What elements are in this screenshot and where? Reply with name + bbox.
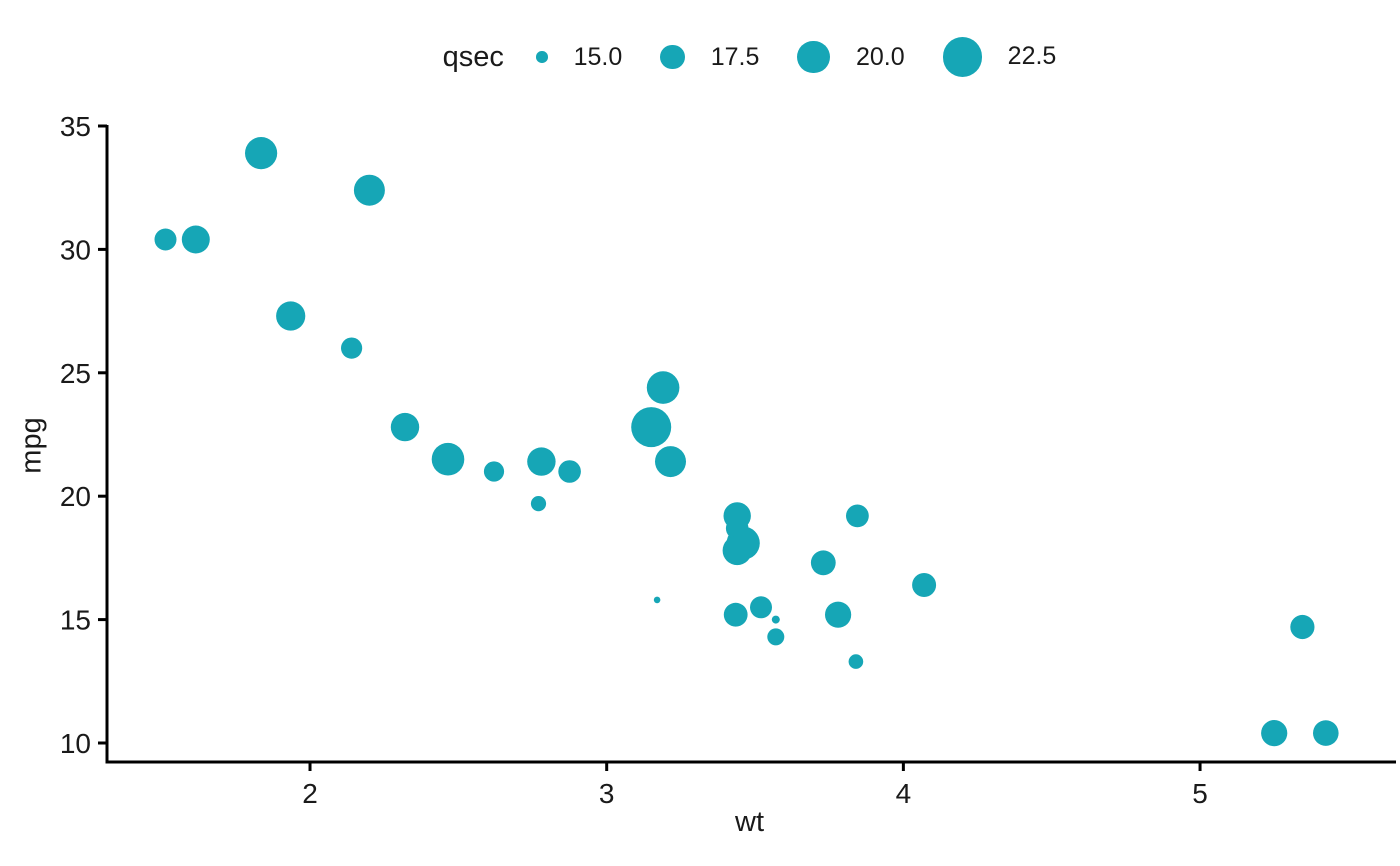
data-point bbox=[1261, 720, 1288, 747]
x-axis-title: wt bbox=[735, 806, 764, 838]
data-point bbox=[558, 460, 581, 483]
data-point bbox=[912, 573, 937, 597]
data-point bbox=[631, 407, 672, 448]
data-point bbox=[771, 615, 780, 624]
y-tick-label: 20 bbox=[60, 481, 91, 512]
x-tick-label: 2 bbox=[302, 778, 318, 809]
data-point bbox=[483, 461, 505, 482]
y-tick-label: 35 bbox=[60, 111, 91, 142]
x-tick-label: 3 bbox=[599, 778, 615, 809]
y-tick-label: 15 bbox=[60, 605, 91, 636]
data-point bbox=[810, 550, 836, 576]
y-tick-label: 30 bbox=[60, 234, 91, 265]
data-point bbox=[245, 137, 278, 170]
data-point bbox=[431, 442, 465, 476]
data-point bbox=[655, 446, 686, 478]
data-point bbox=[750, 596, 772, 619]
data-point bbox=[181, 225, 210, 254]
data-point bbox=[1313, 720, 1339, 746]
data-point bbox=[723, 602, 748, 627]
data-point bbox=[390, 412, 420, 442]
data-point bbox=[353, 174, 385, 206]
x-tick-label: 5 bbox=[1192, 778, 1208, 809]
x-tick-label: 4 bbox=[896, 778, 912, 809]
data-point bbox=[653, 596, 661, 604]
data-point bbox=[825, 601, 852, 628]
data-point bbox=[341, 337, 363, 359]
data-point bbox=[1290, 614, 1315, 640]
data-point bbox=[723, 502, 751, 530]
data-point bbox=[527, 447, 556, 476]
y-axis-title: mpg bbox=[15, 417, 48, 474]
data-point bbox=[848, 654, 864, 669]
y-tick-label: 25 bbox=[60, 358, 91, 389]
data-point bbox=[276, 301, 306, 331]
data-point bbox=[646, 371, 680, 404]
data-point bbox=[154, 228, 177, 251]
data-point bbox=[722, 535, 752, 566]
data-point bbox=[767, 628, 785, 646]
data-point bbox=[846, 504, 869, 528]
y-tick-label: 10 bbox=[60, 728, 91, 759]
data-point bbox=[530, 496, 547, 512]
